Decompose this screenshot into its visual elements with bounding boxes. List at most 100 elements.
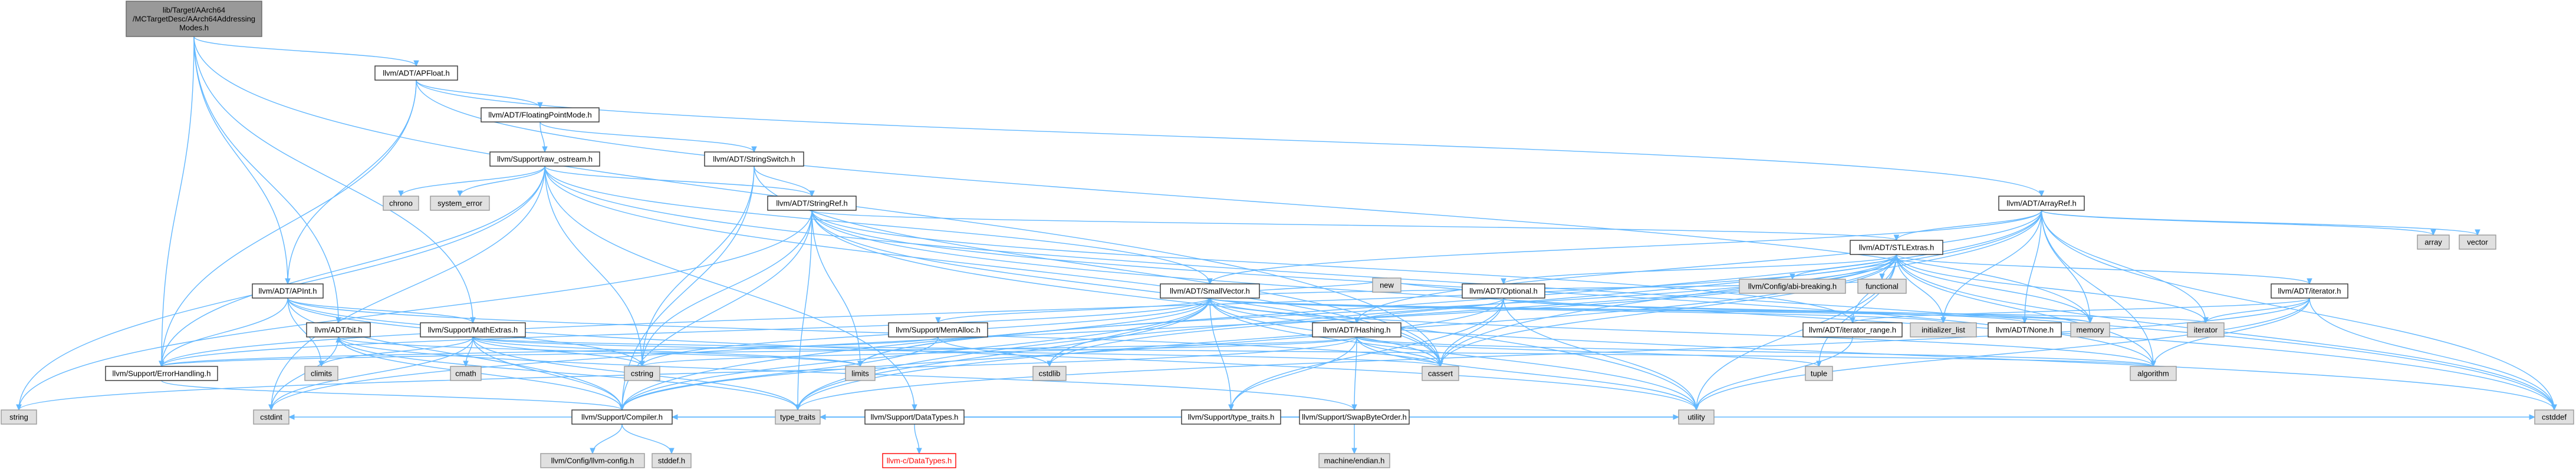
node-bith[interactable]: llvm/ADT/bit.h [306, 322, 371, 338]
node-box [306, 322, 371, 338]
node-syserr[interactable]: system_error [430, 196, 490, 211]
node-fpmode[interactable]: llvm/ADT/FloatingPointMode.h [481, 107, 600, 123]
node-stddef[interactable]: stddef.h [652, 453, 692, 468]
node-stringref[interactable]: llvm/ADT/StringRef.h [767, 196, 857, 211]
node-memalloc[interactable]: llvm/Support/MemAlloc.h [888, 322, 988, 338]
node-label: cmath [455, 369, 476, 378]
node-iterator[interactable]: iterator [2187, 322, 2225, 338]
edge-arrowhead [795, 404, 801, 411]
edge-arrowhead [912, 404, 917, 411]
node-label: stddef.h [658, 456, 685, 465]
node-new[interactable]: new [1372, 277, 1401, 293]
edge-line [2041, 210, 2434, 236]
node-abibreak[interactable]: llvm/Config/abi-breaking.h [1739, 279, 1846, 294]
node-functional[interactable]: functional [1857, 279, 1907, 294]
edge-fpmode-to-strswitch [539, 121, 757, 153]
node-typetraits[interactable]: type_traits [775, 409, 821, 425]
edge-arrayref-to-iterator [2041, 210, 2209, 324]
edge-line [472, 336, 1441, 367]
edge-line [1049, 254, 1897, 367]
edge-apint-to-mathextras [287, 297, 476, 324]
node-limits[interactable]: limits [845, 366, 876, 381]
node-label: array [2424, 237, 2442, 246]
node-string[interactable]: string [1, 409, 37, 425]
node-box [1422, 366, 1459, 381]
edge-hashing-to-swapbyte [1351, 336, 1357, 411]
node-box [704, 151, 804, 167]
edge-line [193, 36, 473, 323]
node-typetraitsh[interactable]: llvm/Support/type_traits.h [1181, 409, 1281, 425]
node-stlextras[interactable]: llvm/ADT/STLExtras.h [1850, 240, 1943, 255]
node-apfloat[interactable]: llvm/ADT/APFloat.h [374, 65, 458, 81]
node-vector[interactable]: vector [2459, 234, 2496, 250]
edge-compiler-to-llvmconfig [590, 424, 623, 455]
node-box [481, 107, 600, 123]
node-errhandling[interactable]: llvm/Support/ErrorHandling.h [105, 366, 218, 381]
node-box [1739, 279, 1846, 294]
node-box [571, 409, 673, 425]
node-arrayref[interactable]: llvm/ADT/ArrayRef.h [1998, 196, 2085, 211]
edge-stringref-to-limits [811, 210, 863, 368]
node-llvmconfig[interactable]: llvm/Config/llvm-config.h [540, 453, 645, 468]
node-cassert[interactable]: cassert [1422, 366, 1459, 381]
edge-line [1209, 297, 2154, 367]
node-swapbyte[interactable]: llvm/Support/SwapByteOrder.h [1299, 409, 1410, 425]
node-utility[interactable]: utility [1678, 409, 1715, 425]
node-initlist[interactable]: initializer_list [1910, 322, 1977, 338]
node-machendian[interactable]: machine/endian.h [1318, 453, 1390, 468]
edge-arrayref-to-array [2041, 210, 2436, 236]
edge-line [1696, 336, 1853, 411]
node-cstring[interactable]: cstring [624, 366, 660, 381]
edge-root-to-apint [193, 36, 291, 285]
node-llvmcdt[interactable]: llvm-c/DataTypes.h [882, 453, 956, 468]
edge-stlextras-to-iterator [1896, 254, 2209, 324]
edge-arrowhead [2307, 278, 2312, 285]
edge-line [621, 297, 1504, 411]
edge-arrowhead [2022, 317, 2028, 324]
node-label: llvm/ADT/SmallVector.h [1170, 286, 1250, 295]
node-climits[interactable]: climits [304, 366, 338, 381]
edge-arrowhead [285, 278, 291, 285]
node-strswitch[interactable]: llvm/ADT/StringSwitch.h [704, 151, 804, 167]
node-chrono[interactable]: chrono [383, 196, 419, 211]
edge-datatypes-to-llvmcdt [914, 424, 922, 455]
node-datatypes[interactable]: llvm/Support/DataTypes.h [864, 409, 965, 425]
node-cstdlib[interactable]: cstdlib [1032, 366, 1067, 381]
node-hashing[interactable]: llvm/ADT/Hashing.h [1312, 322, 1401, 338]
edge-line [544, 166, 812, 197]
node-array[interactable]: array [2417, 234, 2450, 250]
edge-line [2205, 297, 2310, 323]
node-apint[interactable]: llvm/ADT/APInt.h [252, 283, 324, 299]
edge-compiler-to-stddef [621, 424, 675, 455]
node-label: llvm/Support/DataTypes.h [871, 412, 959, 421]
node-compiler[interactable]: llvm/Support/Compiler.h [571, 409, 673, 425]
edge-line [1696, 297, 2310, 411]
node-box [374, 65, 458, 81]
edge-line [544, 166, 915, 411]
node-cmath[interactable]: cmath [450, 366, 482, 381]
node-optional[interactable]: llvm/ADT/Optional.h [1462, 283, 1545, 299]
node-cstddef[interactable]: cstddef [2534, 409, 2574, 425]
node-smallvector[interactable]: llvm/ADT/SmallVector.h [1160, 283, 1260, 299]
node-box [1998, 196, 2085, 211]
edge-line [2041, 210, 2478, 236]
node-tuple[interactable]: tuple [1805, 366, 1833, 381]
node-box [1678, 409, 1715, 425]
node-mathextras[interactable]: llvm/Support/MathExtras.h [420, 322, 526, 338]
edge-hashing-to-errhandling [159, 336, 1357, 368]
node-iteratorh[interactable]: llvm/ADT/iterator.h [2271, 283, 2348, 299]
edge-smallvector-to-memalloc [935, 297, 1210, 324]
edge-rawos-to-datatypes [544, 166, 917, 411]
node-cstdint[interactable]: cstdint [253, 409, 289, 425]
node-none[interactable]: llvm/ADT/None.h [1988, 322, 2062, 338]
node-rawos[interactable]: llvm/Support/raw_ostream.h [489, 151, 600, 167]
node-memory[interactable]: memory [2070, 322, 2110, 338]
node-iterrange[interactable]: llvm/ADT/iterator_range.h [1802, 322, 1903, 338]
edge-line [860, 254, 1897, 367]
edge-line [1896, 254, 2555, 411]
node-algorithm[interactable]: algorithm [2130, 366, 2177, 381]
node-box [1850, 240, 1943, 255]
node-box [2070, 322, 2110, 338]
